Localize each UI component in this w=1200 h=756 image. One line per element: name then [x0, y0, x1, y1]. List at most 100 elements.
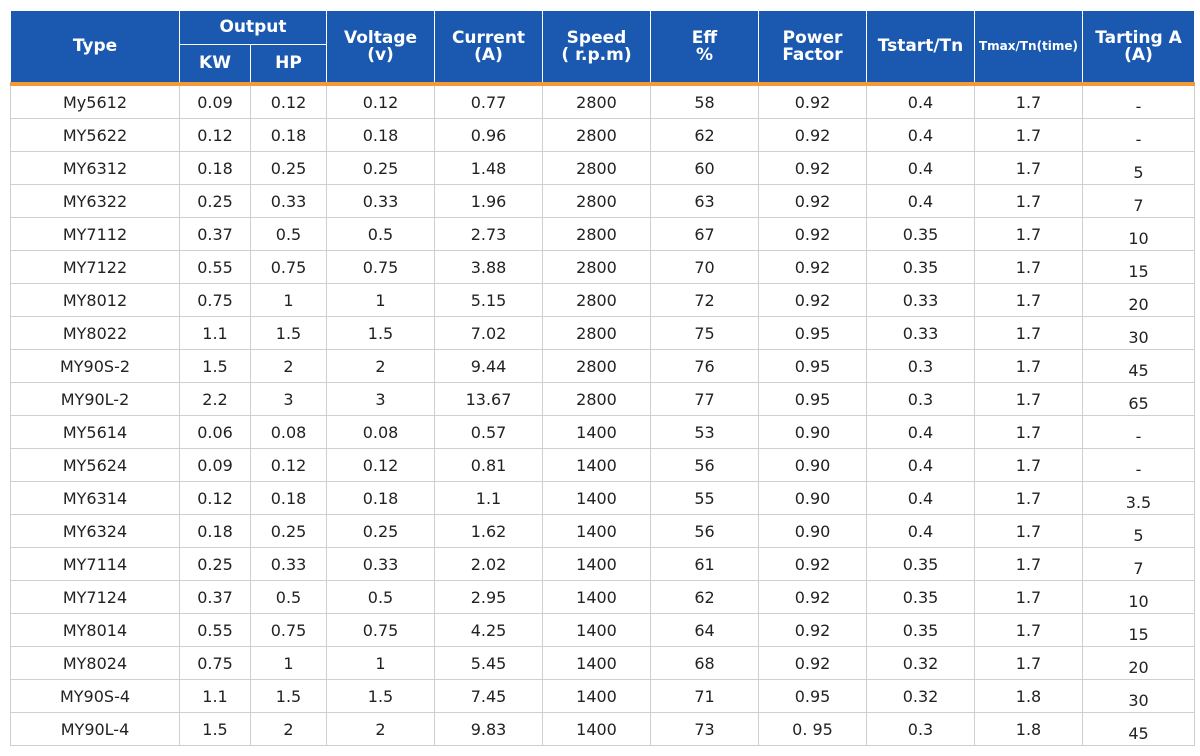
cell-speed: 2800 — [542, 151, 651, 185]
cell-hp: 0.5 — [250, 580, 327, 614]
cell-speed: 1400 — [542, 712, 651, 746]
table-row: MY5624 0.09 0.12 0.12 0.81 1400 56 0.90 0.4 1.7- — [10, 448, 1195, 482]
cell-kw: 0.09 — [179, 448, 251, 482]
cell-tstart: 0.4 — [866, 481, 975, 515]
cell-type: MY6322 — [10, 184, 180, 218]
cell-kw: 1.1 — [179, 679, 251, 713]
cell-tmax: 1.7 — [974, 580, 1083, 614]
col-header-eff: Eff % — [650, 10, 759, 86]
cell-voltage: 0.33 — [326, 184, 435, 218]
table-row: MY5622 0.12 0.18 0.18 0.96 2800 62 0.92 0.4 1.7- — [10, 118, 1195, 152]
cell-speed: 2800 — [542, 83, 651, 119]
cell-type: MY6324 — [10, 514, 180, 548]
cell-kw: 1.5 — [179, 712, 251, 746]
cell-eff: 56 — [650, 514, 759, 548]
cell-speed: 2800 — [542, 118, 651, 152]
cell-tstart: 0.4 — [866, 415, 975, 449]
cell-kw: 0.25 — [179, 184, 251, 218]
cell-tmax: 1.7 — [974, 514, 1083, 548]
cell-tarting: 3.5 — [1082, 481, 1195, 515]
cell-current: 0.81 — [434, 448, 543, 482]
cell-tmax: 1.7 — [974, 448, 1083, 482]
cell-power-factor: 0.92 — [758, 646, 867, 680]
table-row: MY6322 0.25 0.33 0.33 1.96 2800 63 0.92 0.4 1.7 7 — [10, 184, 1195, 218]
cell-eff: 67 — [650, 217, 759, 251]
cell-kw: 0.55 — [179, 613, 251, 647]
cell-kw: 0.18 — [179, 514, 251, 548]
cell-tarting: 7 — [1082, 547, 1195, 581]
cell-type: MY7122 — [10, 250, 180, 284]
cell-type: MY8012 — [10, 283, 180, 317]
cell-tmax: 1.7 — [974, 151, 1083, 185]
cell-power-factor: 0.90 — [758, 448, 867, 482]
cell-type: MY90S-2 — [10, 349, 180, 383]
table-row: My5612 0.09 0.12 0.12 0.77 2800 58 0.92 0.4 1.7- — [10, 83, 1195, 119]
cell-tstart: 0.3 — [866, 712, 975, 746]
cell-tmax: 1.7 — [974, 382, 1083, 416]
cell-hp: 2 — [250, 712, 327, 746]
cell-tstart: 0.32 — [866, 679, 975, 713]
col-header-tstart: Tstart/Tn — [866, 10, 975, 86]
table-row: MY90S-2 1.5 2 2 9.44 2800 76 0.95 0.3 1.7 45 — [10, 349, 1195, 383]
table-row: MY5614 0.06 0.08 0.08 0.57 1400 53 0.90 0.4 1.7- — [10, 415, 1195, 449]
cell-type: MY8014 — [10, 613, 180, 647]
cell-tarting: 45 — [1082, 349, 1195, 383]
cell-voltage: 0.5 — [326, 580, 435, 614]
cell-current: 0.57 — [434, 415, 543, 449]
cell-power-factor: 0.90 — [758, 514, 867, 548]
cell-speed: 1400 — [542, 580, 651, 614]
cell-voltage: 1.5 — [326, 679, 435, 713]
cell-tstart: 0.4 — [866, 448, 975, 482]
cell-type: MY90S-4 — [10, 679, 180, 713]
cell-hp: 0.08 — [250, 415, 327, 449]
cell-speed: 2800 — [542, 184, 651, 218]
cell-power-factor: 0.95 — [758, 679, 867, 713]
cell-tstart: 0.35 — [866, 217, 975, 251]
cell-tstart: 0.4 — [866, 151, 975, 185]
cell-power-factor: 0.92 — [758, 580, 867, 614]
cell-tarting: 5 — [1082, 514, 1195, 548]
cell-kw: 0.75 — [179, 646, 251, 680]
cell-current: 4.25 — [434, 613, 543, 647]
cell-tmax: 1.7 — [974, 646, 1083, 680]
cell-power-factor: 0. 95 — [758, 712, 867, 746]
cell-tarting: 10 — [1082, 217, 1195, 251]
cell-power-factor: 0.92 — [758, 250, 867, 284]
table-row: MY6314 0.12 0.18 0.18 1.1 1400 55 0.90 0.4 1.7 3.5 — [10, 481, 1195, 515]
cell-type: MY90L-4 — [10, 712, 180, 746]
cell-kw: 0.12 — [179, 118, 251, 152]
table-row: MY6324 0.18 0.25 0.25 1.62 1400 56 0.90 0.4 1.7 5 — [10, 514, 1195, 548]
cell-power-factor: 0.92 — [758, 217, 867, 251]
cell-voltage: 0.18 — [326, 481, 435, 515]
cell-current: 2.95 — [434, 580, 543, 614]
cell-eff: 64 — [650, 613, 759, 647]
table-body: My5612 0.09 0.12 0.12 0.77 2800 58 0.92 0.4 1.7- M… — [10, 83, 1195, 746]
cell-current: 13.67 — [434, 382, 543, 416]
cell-speed: 1400 — [542, 415, 651, 449]
cell-voltage: 1 — [326, 646, 435, 680]
cell-current: 5.15 — [434, 283, 543, 317]
cell-voltage: 0.75 — [326, 613, 435, 647]
cell-tstart: 0.3 — [866, 382, 975, 416]
cell-current: 0.77 — [434, 83, 543, 119]
cell-voltage: 0.5 — [326, 217, 435, 251]
table-row: MY7124 0.37 0.5 0.5 2.95 1400 62 0.92 0.35 1.7 10 — [10, 580, 1195, 614]
cell-eff: 60 — [650, 151, 759, 185]
cell-kw: 0.18 — [179, 151, 251, 185]
cell-tarting: 65 — [1082, 382, 1195, 416]
cell-hp: 3 — [250, 382, 327, 416]
cell-tstart: 0.4 — [866, 118, 975, 152]
cell-type: MY7112 — [10, 217, 180, 251]
header-row-top: Type Output Voltage (v) Current (A) Spee… — [10, 10, 1195, 86]
cell-tarting: 20 — [1082, 283, 1195, 317]
table-row: MY7114 0.25 0.33 0.33 2.02 1400 61 0.92 0.35 1.7 7 — [10, 547, 1195, 581]
cell-type: MY6314 — [10, 481, 180, 515]
cell-power-factor: 0.92 — [758, 547, 867, 581]
cell-voltage: 3 — [326, 382, 435, 416]
cell-kw: 0.37 — [179, 580, 251, 614]
cell-hp: 0.18 — [250, 118, 327, 152]
cell-current: 1.48 — [434, 151, 543, 185]
table-row: MY8012 0.75 1 1 5.15 2800 72 0.92 0.33 1.7 20 — [10, 283, 1195, 317]
cell-speed: 2800 — [542, 283, 651, 317]
